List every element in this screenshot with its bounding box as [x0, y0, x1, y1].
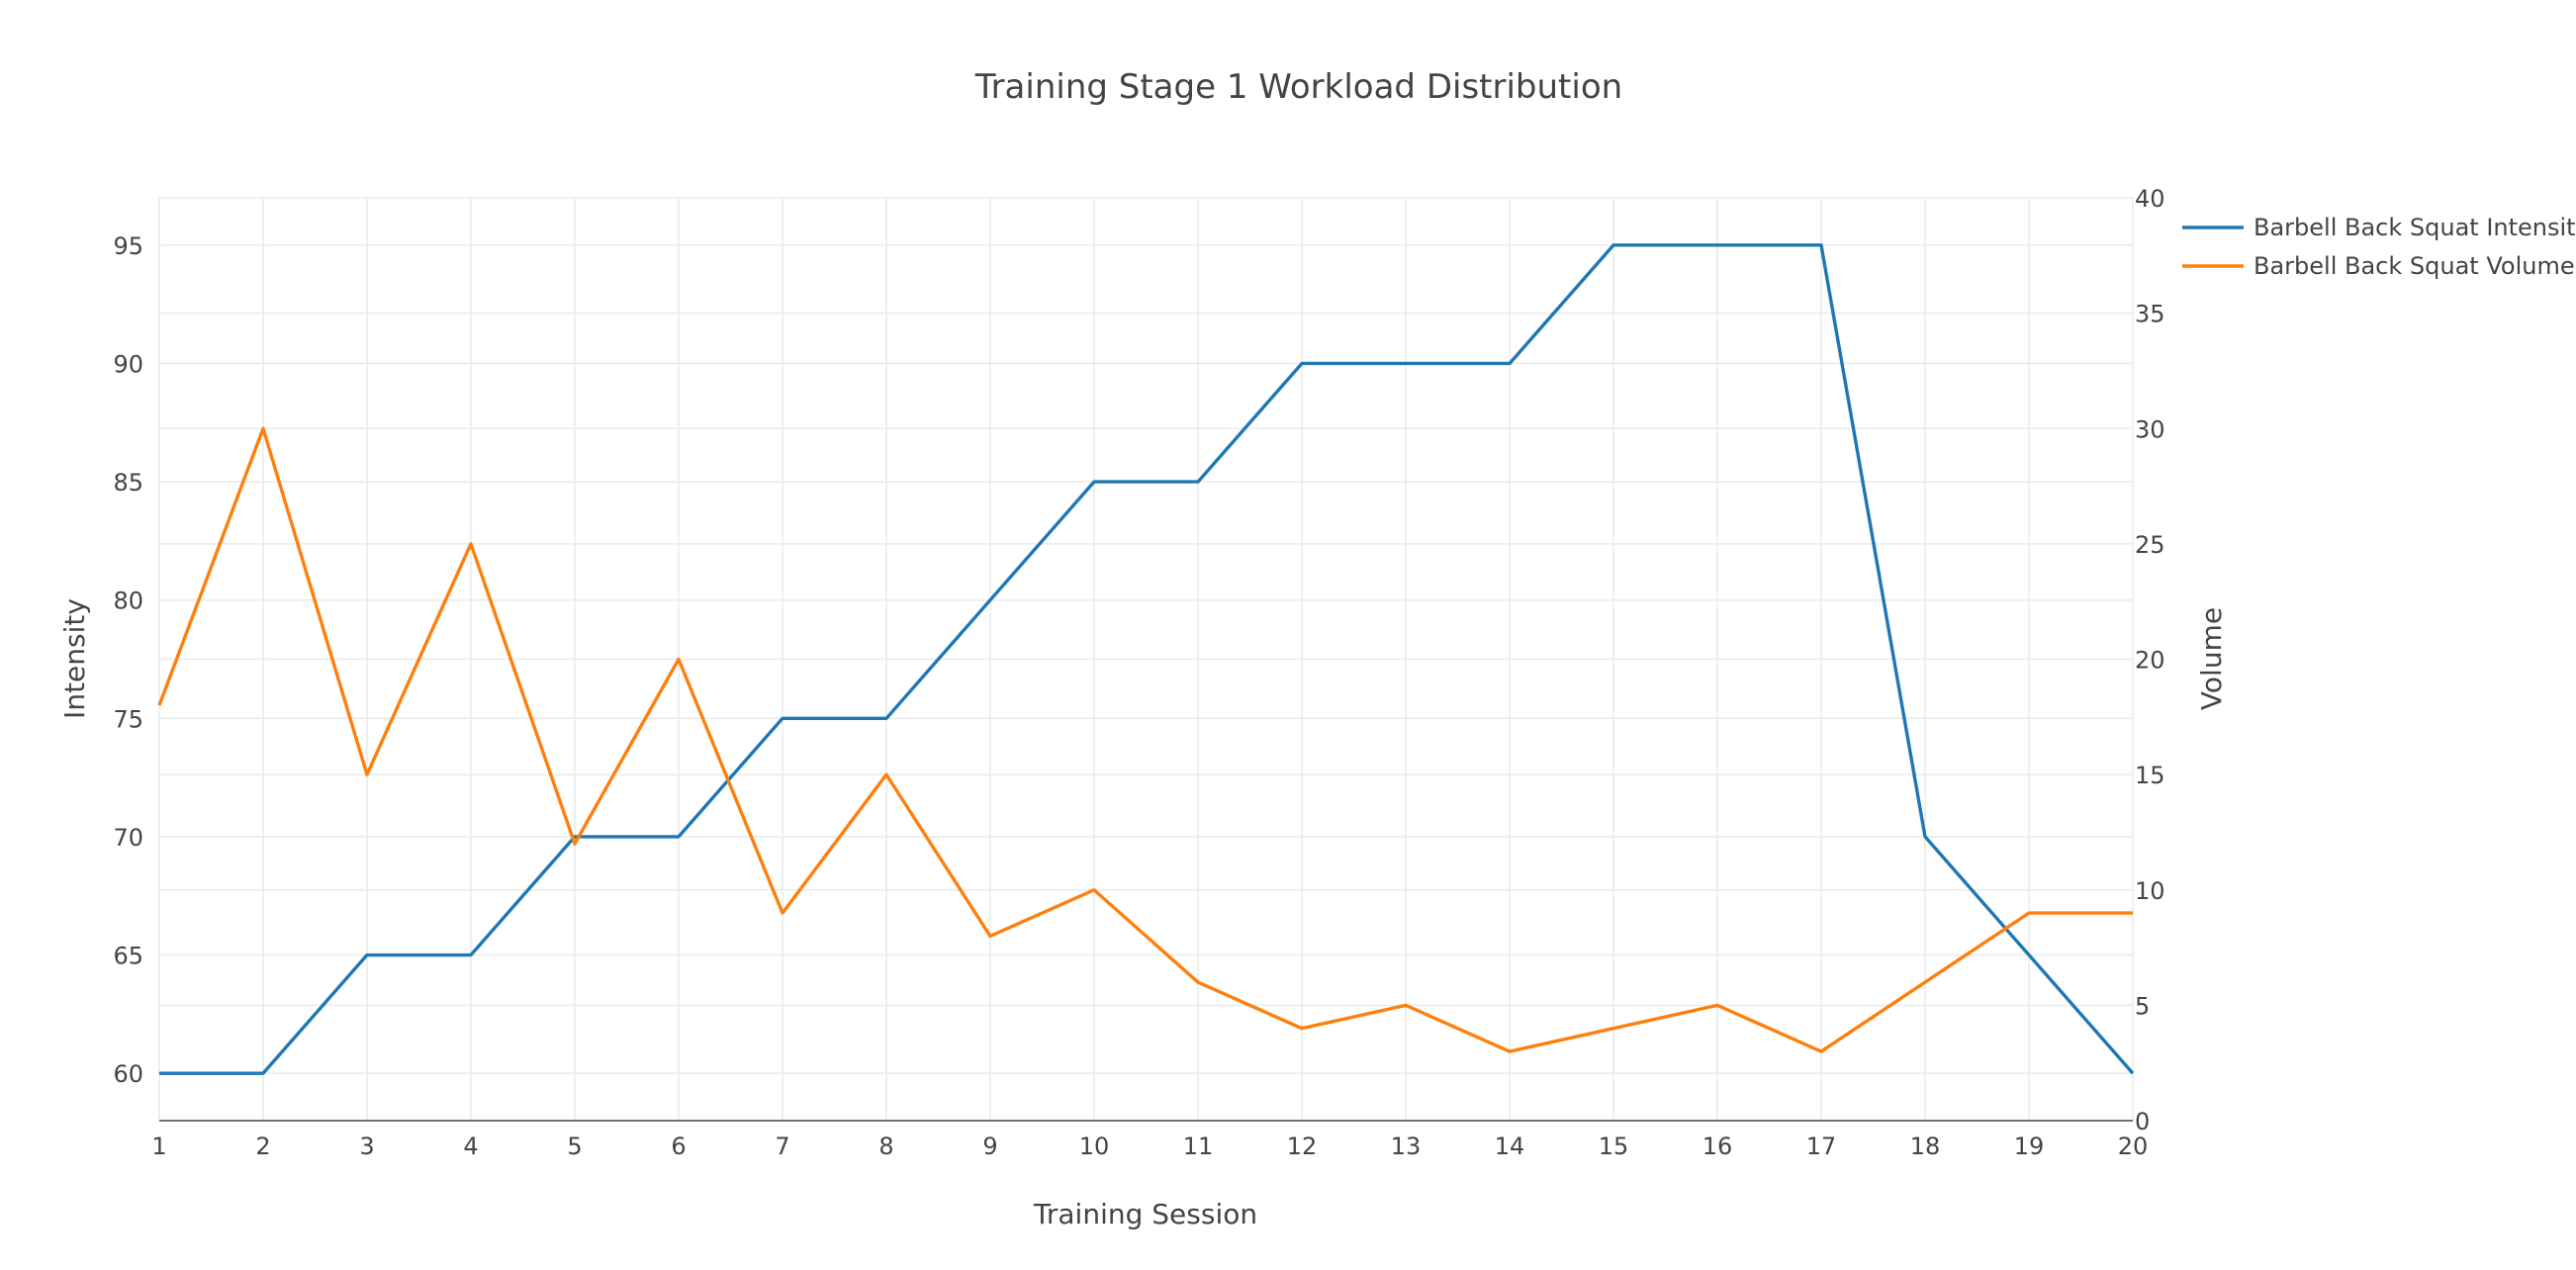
- legend: Barbell Back Squat Intensity Barbell Back…: [2182, 214, 2576, 280]
- y2-tick-label: 35: [2135, 301, 2165, 328]
- y-axis-title: Intensity: [58, 598, 91, 719]
- x-tick-label: 8: [878, 1133, 893, 1160]
- x-tick-label: 12: [1287, 1133, 1318, 1160]
- y-tick-label: 70: [113, 824, 143, 852]
- grid: [158, 197, 2134, 1121]
- x-tick-label: 6: [671, 1133, 686, 1160]
- y2-tick-label: 25: [2135, 531, 2165, 559]
- x-tick-label: 20: [2118, 1133, 2149, 1160]
- y2-tick-label: 15: [2135, 762, 2165, 789]
- y-tick-label: 95: [113, 232, 143, 260]
- x-axis-title: Training Session: [1033, 1198, 1257, 1230]
- legend-label: Barbell Back Squat Volume: [2254, 252, 2575, 280]
- x-tick-label: 19: [2014, 1133, 2045, 1160]
- series-line-1: [159, 243, 2135, 1075]
- y-tick-label: 90: [113, 350, 143, 378]
- x-tick-label: 4: [463, 1133, 478, 1160]
- x-tick-label: 2: [255, 1133, 270, 1160]
- x-tick-label: 10: [1079, 1133, 1110, 1160]
- x-tick-label: 14: [1495, 1133, 1525, 1160]
- x-tick-label: 13: [1391, 1133, 1422, 1160]
- x-tick-label: 7: [775, 1133, 789, 1160]
- x-tick-label: 1: [151, 1133, 166, 1160]
- x-tick-label: 9: [982, 1133, 997, 1160]
- x-tick-label: 11: [1183, 1133, 1214, 1160]
- y-tick-label: 65: [113, 943, 143, 970]
- y2-tick-label: 10: [2135, 877, 2165, 905]
- series-line-2: [157, 426, 2133, 1053]
- x-tick-label: 16: [1702, 1133, 1733, 1160]
- y-tick-label: 75: [113, 705, 143, 733]
- y-tick-label: 85: [113, 469, 143, 497]
- x-tick-label: 17: [1806, 1133, 1837, 1160]
- x-tick-label: 5: [567, 1133, 582, 1160]
- x-tick-label: 3: [359, 1133, 374, 1160]
- chart-title: Training Stage 1 Workload Distribution: [974, 67, 1622, 107]
- y2-tick-label: 20: [2135, 647, 2165, 675]
- y2-axis-title: Volume: [2195, 607, 2228, 710]
- legend-label: Barbell Back Squat Intensity: [2254, 214, 2576, 241]
- y-tick-label: 80: [113, 588, 143, 615]
- y2-tick-label: 30: [2135, 415, 2165, 443]
- legend-item-2[interactable]: Barbell Back Squat Volume: [2182, 252, 2575, 280]
- y2-tick-label: 0: [2135, 1108, 2150, 1135]
- y2-tick-label: 40: [2135, 185, 2165, 213]
- y2-tick-label: 5: [2135, 992, 2150, 1020]
- x-tick-label: 18: [1910, 1133, 1941, 1160]
- y-tick-label: 60: [113, 1060, 143, 1088]
- x-tick-label: 15: [1599, 1133, 1629, 1160]
- tick-labels: 1 2 3 4 5 6 7 8 9 10 11 12 13 14 15 16 17 18 19 20606570758…: [113, 185, 2164, 1160]
- series-layer: [157, 243, 2135, 1075]
- legend-item-1[interactable]: Barbell Back Squat Intensity: [2182, 214, 2576, 241]
